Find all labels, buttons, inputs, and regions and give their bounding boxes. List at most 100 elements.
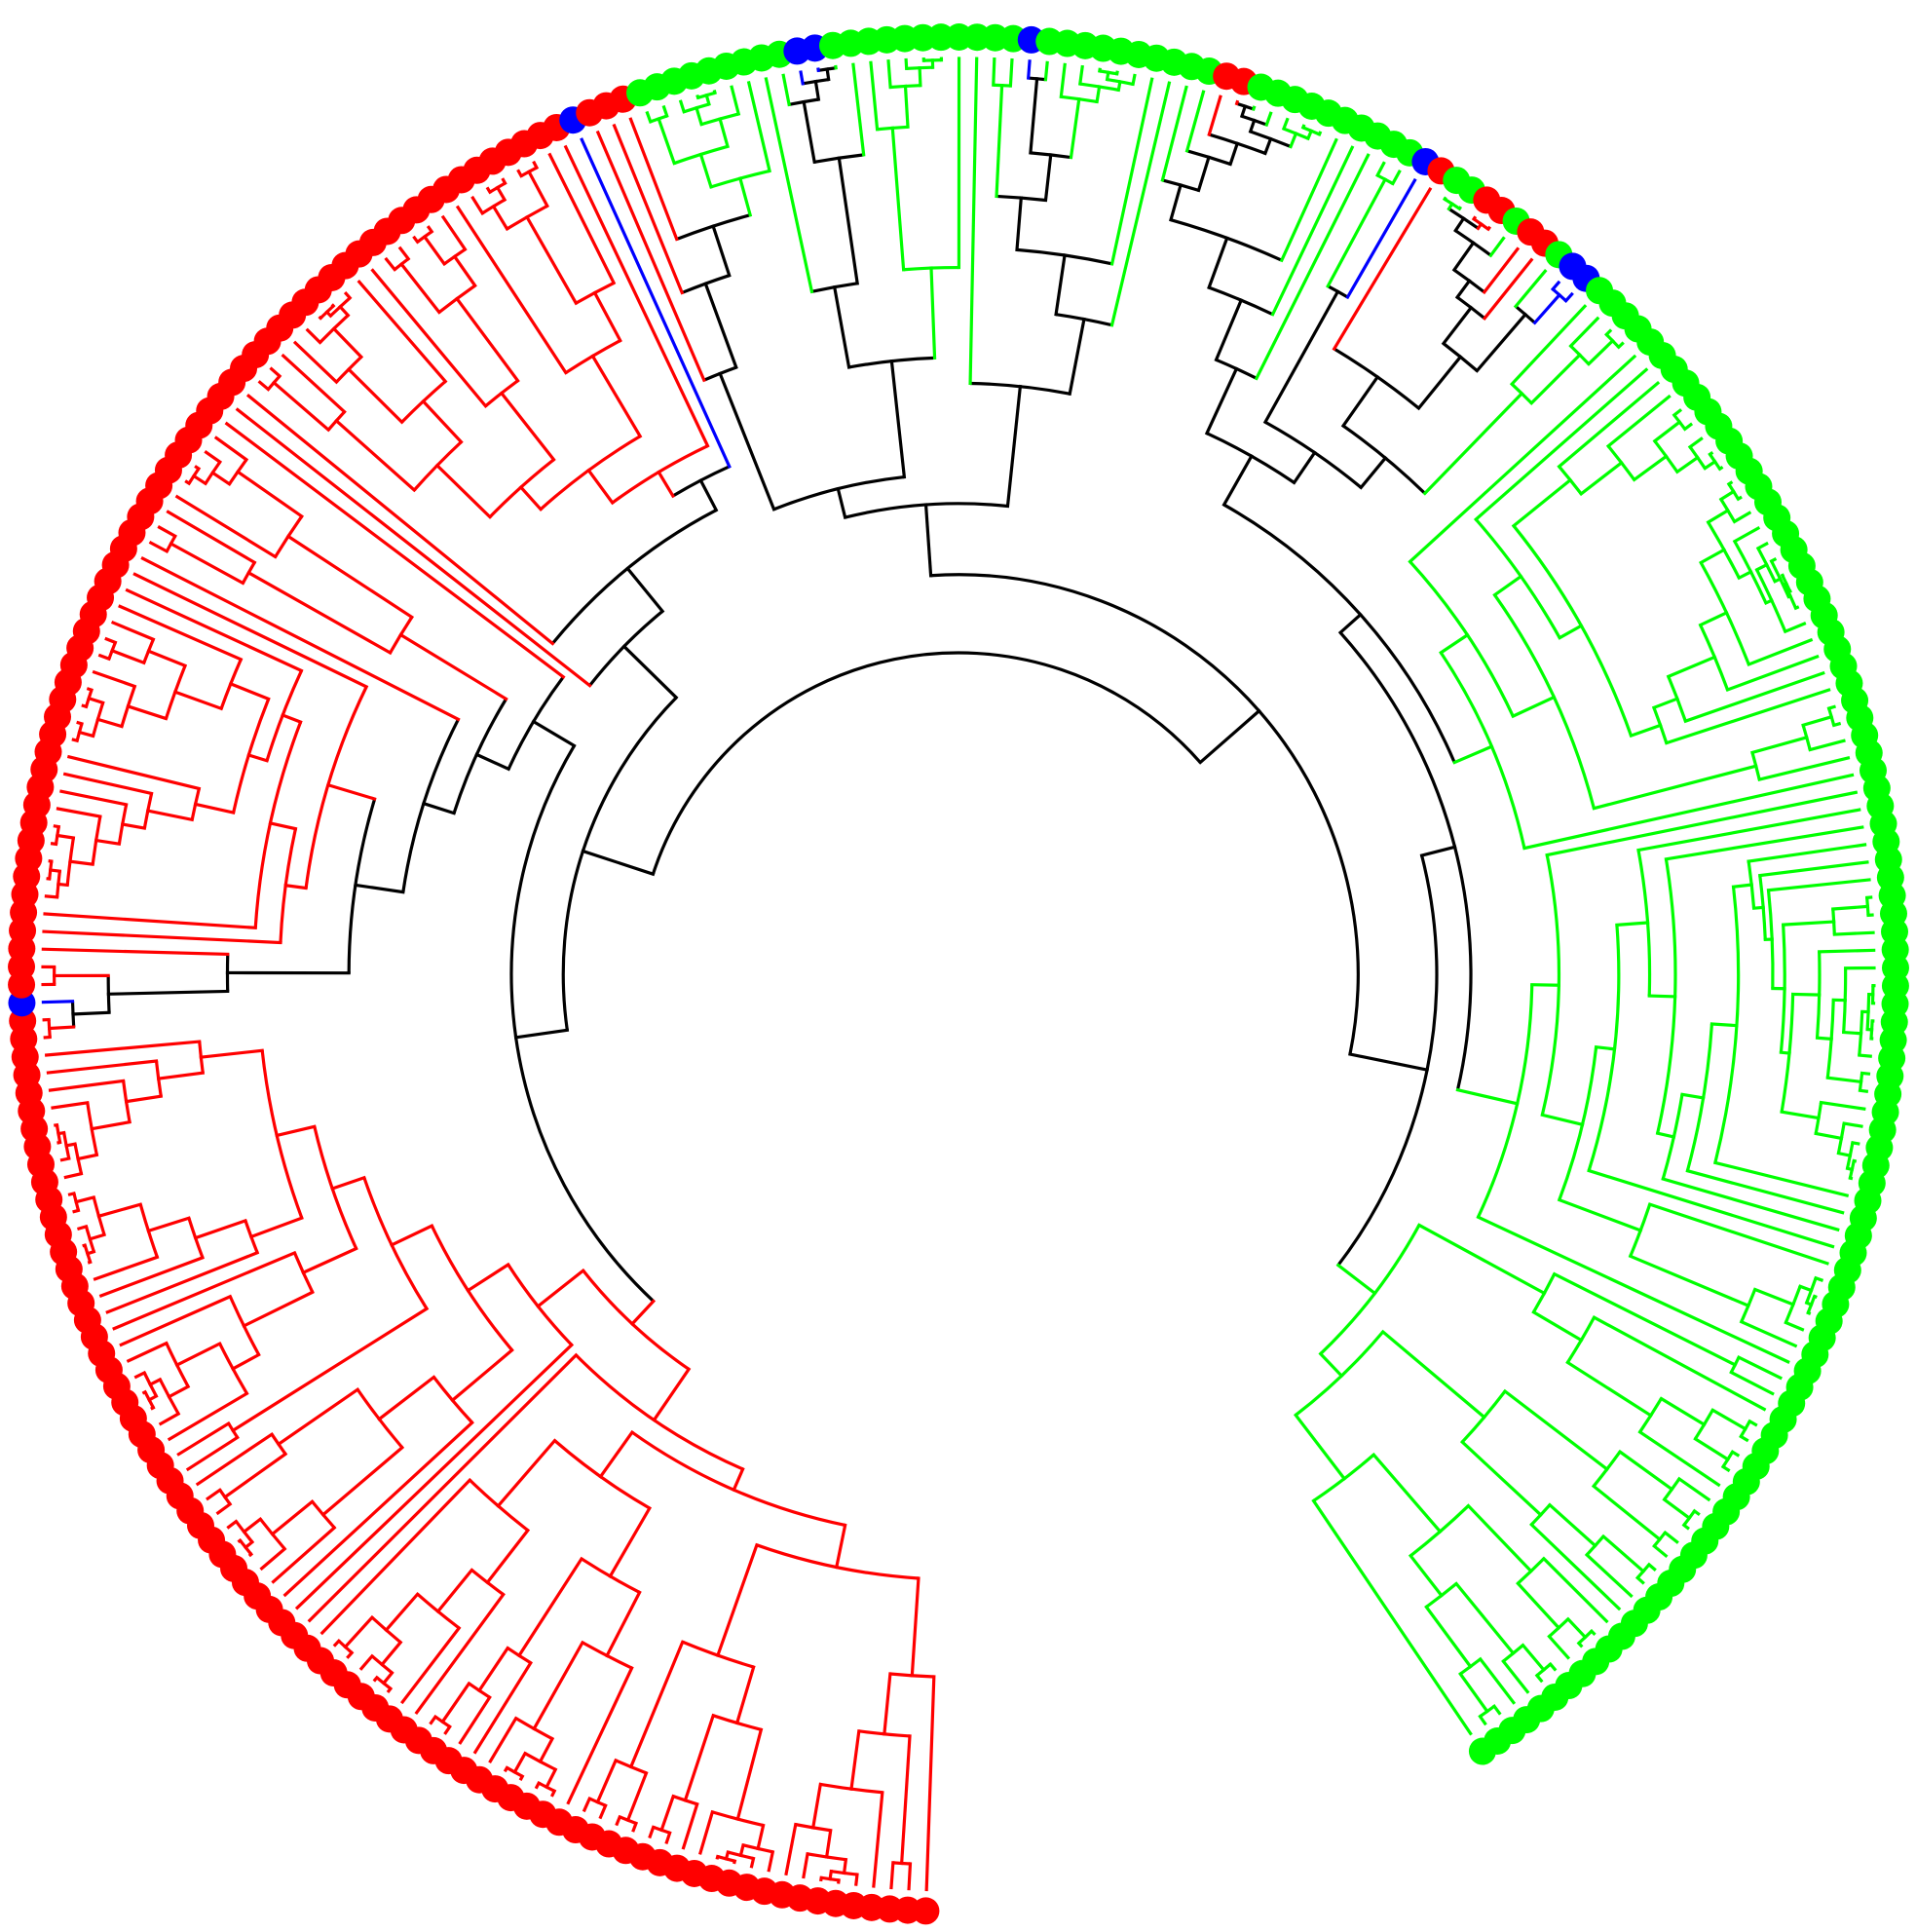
terminal-branch bbox=[1681, 1523, 1690, 1531]
internal-branch bbox=[890, 126, 906, 272]
internal-branch bbox=[270, 1498, 315, 1536]
internal-branch bbox=[513, 1028, 570, 1040]
internal-branch bbox=[718, 371, 776, 511]
branch-connector-arc bbox=[831, 1870, 858, 1876]
internal-branch bbox=[1790, 992, 1822, 997]
terminal-branch bbox=[1736, 495, 1743, 502]
internal-branch bbox=[343, 1614, 375, 1649]
branch-connector-arc bbox=[970, 381, 1071, 396]
internal-branch bbox=[698, 477, 719, 512]
branch-connector-arc bbox=[138, 1203, 159, 1258]
internal-branch bbox=[242, 1290, 315, 1329]
branch-connector-arc bbox=[72, 1193, 80, 1211]
branch-connector-arc bbox=[311, 1500, 336, 1530]
internal-branch bbox=[275, 1124, 317, 1138]
internal-branch bbox=[923, 503, 933, 578]
branch-connector-arc bbox=[1459, 1657, 1482, 1676]
branch-connector-arc bbox=[260, 1050, 304, 1219]
branch-connector-arc bbox=[1336, 854, 1439, 1267]
internal-branch bbox=[1814, 1131, 1844, 1141]
internal-branch bbox=[837, 156, 860, 285]
terminal-branch bbox=[1826, 704, 1837, 711]
terminal-branch bbox=[488, 1716, 518, 1764]
internal-branch bbox=[1015, 196, 1024, 252]
internal-branch bbox=[281, 712, 303, 725]
terminal-branch bbox=[372, 1675, 380, 1683]
internal-branch bbox=[146, 1216, 191, 1233]
terminal-branch bbox=[1491, 1704, 1502, 1716]
internal-branch bbox=[536, 1268, 585, 1309]
branch-connector-arc bbox=[672, 465, 731, 498]
terminal-branch bbox=[1026, 59, 1032, 80]
internal-branch bbox=[604, 1590, 642, 1658]
internal-branch bbox=[145, 809, 195, 822]
terminal-branch bbox=[889, 1861, 895, 1890]
terminal-branch bbox=[63, 1171, 84, 1180]
terminal-branch bbox=[1708, 450, 1714, 457]
branch-connector-arc bbox=[443, 247, 467, 266]
branch-connector-arc bbox=[1865, 897, 1870, 916]
internal-branch bbox=[106, 989, 230, 996]
internal-branch bbox=[210, 470, 232, 486]
internal-branch bbox=[1204, 366, 1239, 436]
branch-connector-arc bbox=[1656, 858, 1677, 1134]
branch-connector-arc bbox=[347, 798, 377, 973]
branch-connector-arc bbox=[1215, 358, 1258, 380]
internal-branch bbox=[285, 534, 415, 620]
terminal-branch bbox=[563, 144, 710, 448]
terminal-branch bbox=[615, 1814, 622, 1827]
internal-branch bbox=[1371, 1452, 1443, 1534]
terminal-branch bbox=[598, 1803, 608, 1820]
terminal-branch bbox=[158, 1411, 181, 1426]
terminal-branch bbox=[1664, 825, 1864, 861]
internal-branch bbox=[421, 398, 464, 444]
terminal-branch bbox=[1783, 622, 1807, 634]
branch-connector-arc bbox=[507, 1647, 532, 1665]
branch-connector-arc bbox=[1780, 994, 1795, 1113]
internal-branch bbox=[1703, 459, 1717, 471]
terminal-branch bbox=[648, 1825, 656, 1839]
internal-branch bbox=[377, 1375, 436, 1421]
internal-branch bbox=[1293, 1413, 1347, 1481]
internal-branch bbox=[47, 1025, 76, 1031]
internal-branch bbox=[450, 1347, 514, 1403]
terminal-branch bbox=[749, 1856, 756, 1869]
internal-branch bbox=[1831, 904, 1870, 911]
terminal-branch bbox=[125, 587, 304, 673]
terminal-branch bbox=[72, 1208, 81, 1214]
internal-branch bbox=[1502, 1388, 1610, 1472]
internal-branch bbox=[813, 79, 821, 101]
branch-connector-arc bbox=[1663, 1477, 1681, 1501]
terminal-branch bbox=[1634, 1575, 1645, 1585]
internal-branch bbox=[124, 1094, 164, 1104]
branch-connector-arc bbox=[507, 1264, 573, 1346]
branch-connector-arc bbox=[1869, 1020, 1874, 1040]
branch-connector-arc bbox=[432, 1376, 473, 1424]
branch-connector-arc bbox=[703, 365, 737, 382]
terminal-branch bbox=[119, 1294, 233, 1347]
internal-branch bbox=[283, 883, 308, 890]
internal-branch bbox=[1842, 1030, 1863, 1036]
terminal-branch bbox=[400, 1625, 462, 1705]
internal-branch bbox=[1511, 477, 1573, 528]
branch-connector-arc bbox=[1444, 198, 1461, 210]
internal-branch bbox=[1591, 1484, 1663, 1542]
tree-tips bbox=[8, 23, 1909, 1925]
internal-branch bbox=[1292, 450, 1317, 485]
terminal-branch bbox=[1729, 1370, 1775, 1396]
internal-branch bbox=[834, 1523, 847, 1570]
tip-marker-green bbox=[1468, 1737, 1496, 1765]
branch-connector-arc bbox=[993, 83, 1011, 88]
internal-branch bbox=[590, 354, 643, 438]
terminal-branch bbox=[730, 85, 741, 116]
terminal-branch bbox=[1755, 541, 1769, 550]
internal-branch bbox=[621, 644, 679, 701]
internal-branch bbox=[495, 185, 507, 203]
terminal-branch bbox=[1059, 62, 1067, 99]
terminal-branch bbox=[44, 1040, 202, 1057]
branch-connector-arc bbox=[1636, 850, 1652, 997]
internal-branch bbox=[608, 1505, 653, 1579]
branch-connector-arc bbox=[1333, 347, 1420, 410]
branch-connector-arc bbox=[204, 461, 222, 485]
terminal-branch bbox=[802, 1851, 809, 1879]
